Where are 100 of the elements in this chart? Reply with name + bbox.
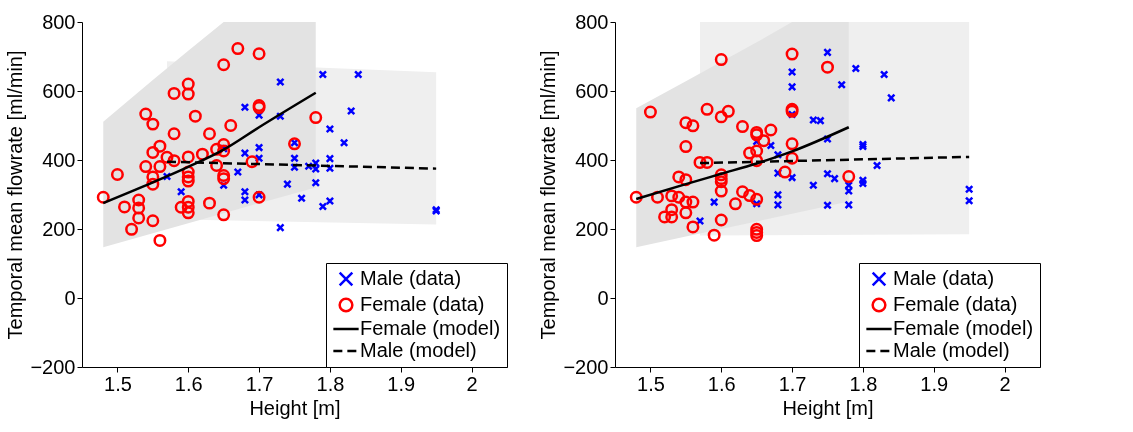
x-tick-label: 1.6 xyxy=(707,372,736,395)
point xyxy=(750,192,764,206)
point xyxy=(842,170,856,184)
point xyxy=(658,210,672,224)
point xyxy=(823,169,832,179)
point xyxy=(110,168,124,181)
point xyxy=(153,233,167,247)
point xyxy=(139,160,153,174)
point xyxy=(672,190,686,204)
legend-label: Female (model) xyxy=(360,317,501,339)
y-axis-title: Temporal mean flowrate [ml/min] xyxy=(537,50,560,340)
y-tick-label: 400 xyxy=(42,148,76,171)
point xyxy=(231,42,245,56)
point xyxy=(245,155,259,169)
point xyxy=(721,104,735,118)
point xyxy=(743,146,757,160)
point xyxy=(679,206,693,220)
point xyxy=(643,105,657,119)
y-tick-label: 0 xyxy=(64,286,76,309)
point xyxy=(665,210,679,224)
legend-label: Female (model) xyxy=(893,317,1034,339)
point xyxy=(125,222,139,236)
point xyxy=(679,140,693,154)
point xyxy=(679,116,693,130)
x-tick-label: 1.6 xyxy=(174,372,203,395)
point xyxy=(665,203,679,217)
point xyxy=(132,193,146,207)
y-axis-title: Temporal mean flowrate [ml/min] xyxy=(4,50,27,340)
point xyxy=(210,159,224,172)
x-tick-label: 1.5 xyxy=(104,372,132,395)
point xyxy=(823,200,832,210)
point xyxy=(275,77,285,87)
point xyxy=(132,201,146,215)
point xyxy=(203,127,216,141)
point xyxy=(686,119,700,133)
legend-label: Male (data) xyxy=(893,267,995,289)
point xyxy=(851,64,861,73)
y-tick-label: −200 xyxy=(30,355,76,378)
y-tick-label: 800 xyxy=(42,10,76,33)
point xyxy=(714,110,728,124)
point xyxy=(217,58,231,72)
point xyxy=(167,154,181,168)
point xyxy=(224,119,238,132)
point xyxy=(325,154,335,164)
point xyxy=(146,214,160,228)
point xyxy=(309,111,323,125)
point xyxy=(318,202,328,211)
point xyxy=(174,200,188,214)
point xyxy=(714,213,728,227)
x-tick-label: 1.9 xyxy=(920,372,949,395)
x-tick-label: 2 xyxy=(999,372,1011,395)
y-tick-label: −200 xyxy=(563,355,609,378)
point xyxy=(181,87,195,101)
point xyxy=(707,228,721,242)
point xyxy=(728,197,742,211)
point xyxy=(283,179,292,189)
point xyxy=(743,189,757,203)
x-tick-label: 1.8 xyxy=(316,372,345,395)
legend-label: Male (data) xyxy=(360,267,462,289)
point xyxy=(714,53,728,67)
point xyxy=(153,139,167,153)
point xyxy=(139,107,153,121)
y-tick-label: 800 xyxy=(575,10,609,33)
x-axis-title: Height [m] xyxy=(249,396,341,419)
point xyxy=(181,206,195,220)
x-axis-title: Height [m] xyxy=(782,396,874,419)
point xyxy=(203,196,216,210)
point xyxy=(736,120,749,134)
point xyxy=(700,102,714,116)
legend-label: Female (data) xyxy=(360,293,485,315)
point xyxy=(181,174,195,188)
point xyxy=(672,170,686,184)
point xyxy=(778,165,792,179)
y-tick-label: 400 xyxy=(575,148,609,171)
point xyxy=(188,109,202,123)
point xyxy=(252,190,266,204)
point xyxy=(132,211,146,225)
y-tick-label: 200 xyxy=(42,217,76,240)
point xyxy=(714,184,728,198)
point xyxy=(686,220,700,234)
point xyxy=(181,194,195,208)
point xyxy=(750,144,764,158)
legend-label: Female (data) xyxy=(893,293,1018,315)
x-tick-label: 1.8 xyxy=(849,372,878,395)
legend-label: Male (model) xyxy=(893,339,1010,361)
point xyxy=(665,189,679,203)
y-tick-label: 600 xyxy=(42,79,76,102)
point xyxy=(181,77,195,91)
point xyxy=(785,47,799,61)
point xyxy=(785,137,799,151)
legend-label: Male (model) xyxy=(360,339,477,361)
point xyxy=(181,170,195,184)
point xyxy=(736,185,749,199)
point xyxy=(757,134,771,148)
point xyxy=(764,123,778,137)
point xyxy=(167,86,181,100)
point xyxy=(686,195,700,209)
x-tick-label: 1.9 xyxy=(387,372,416,395)
y-tick-label: 600 xyxy=(575,79,609,102)
point xyxy=(700,155,714,169)
